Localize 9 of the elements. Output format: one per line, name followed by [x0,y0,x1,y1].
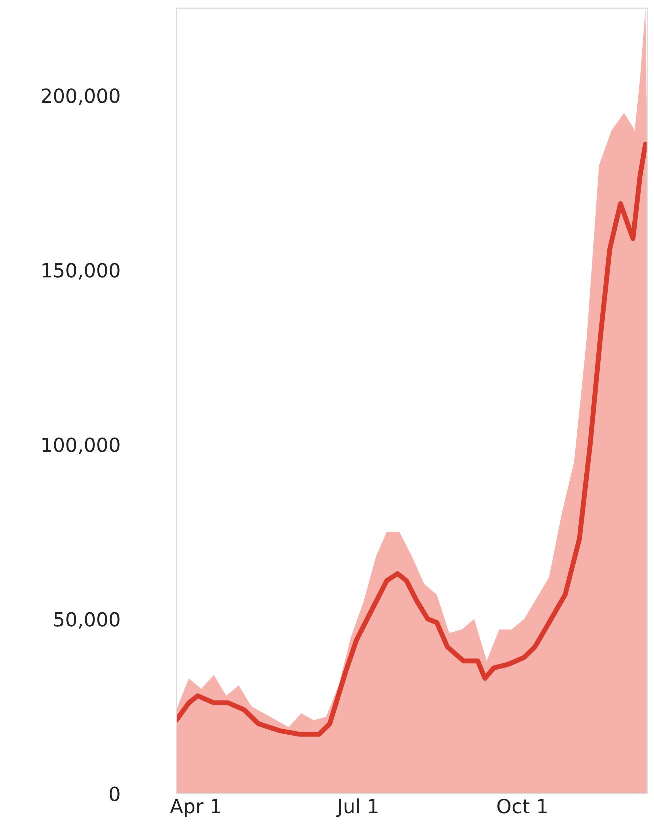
x-tick-label: Oct 1 [498,799,547,814]
y-tick-label: 100,000 [42,438,120,454]
y-tick-label: 50,000 [54,612,120,629]
y-tick-label: 200,000 [42,88,120,106]
x-tick-label: Jul 1 [336,798,378,818]
y-tick-label: 150,000 [42,263,120,280]
line-series [176,142,648,737]
x-tick-label: Apr 1 [170,799,220,818]
y-tick-label: 0 [110,786,120,802]
